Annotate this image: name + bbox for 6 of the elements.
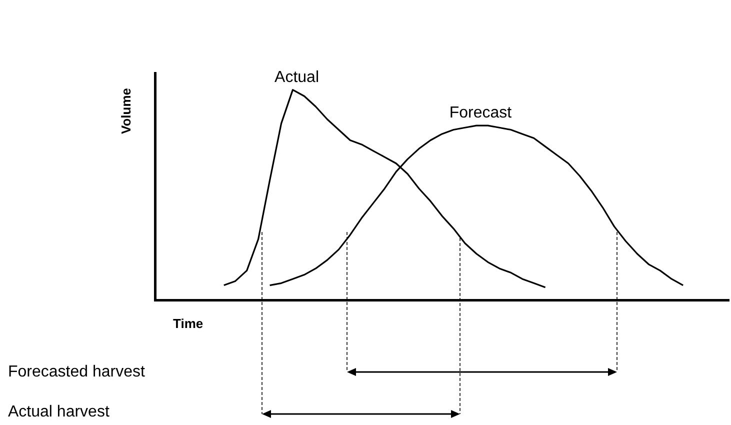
y-axis-title: Volume — [118, 88, 134, 134]
x-axis-title: Time — [173, 316, 204, 332]
text: Actual harvest — [8, 403, 110, 420]
series-label: Actual — [274, 68, 319, 86]
text: Forecasted harvest — [8, 363, 146, 380]
series-label: Forecast — [449, 104, 512, 122]
